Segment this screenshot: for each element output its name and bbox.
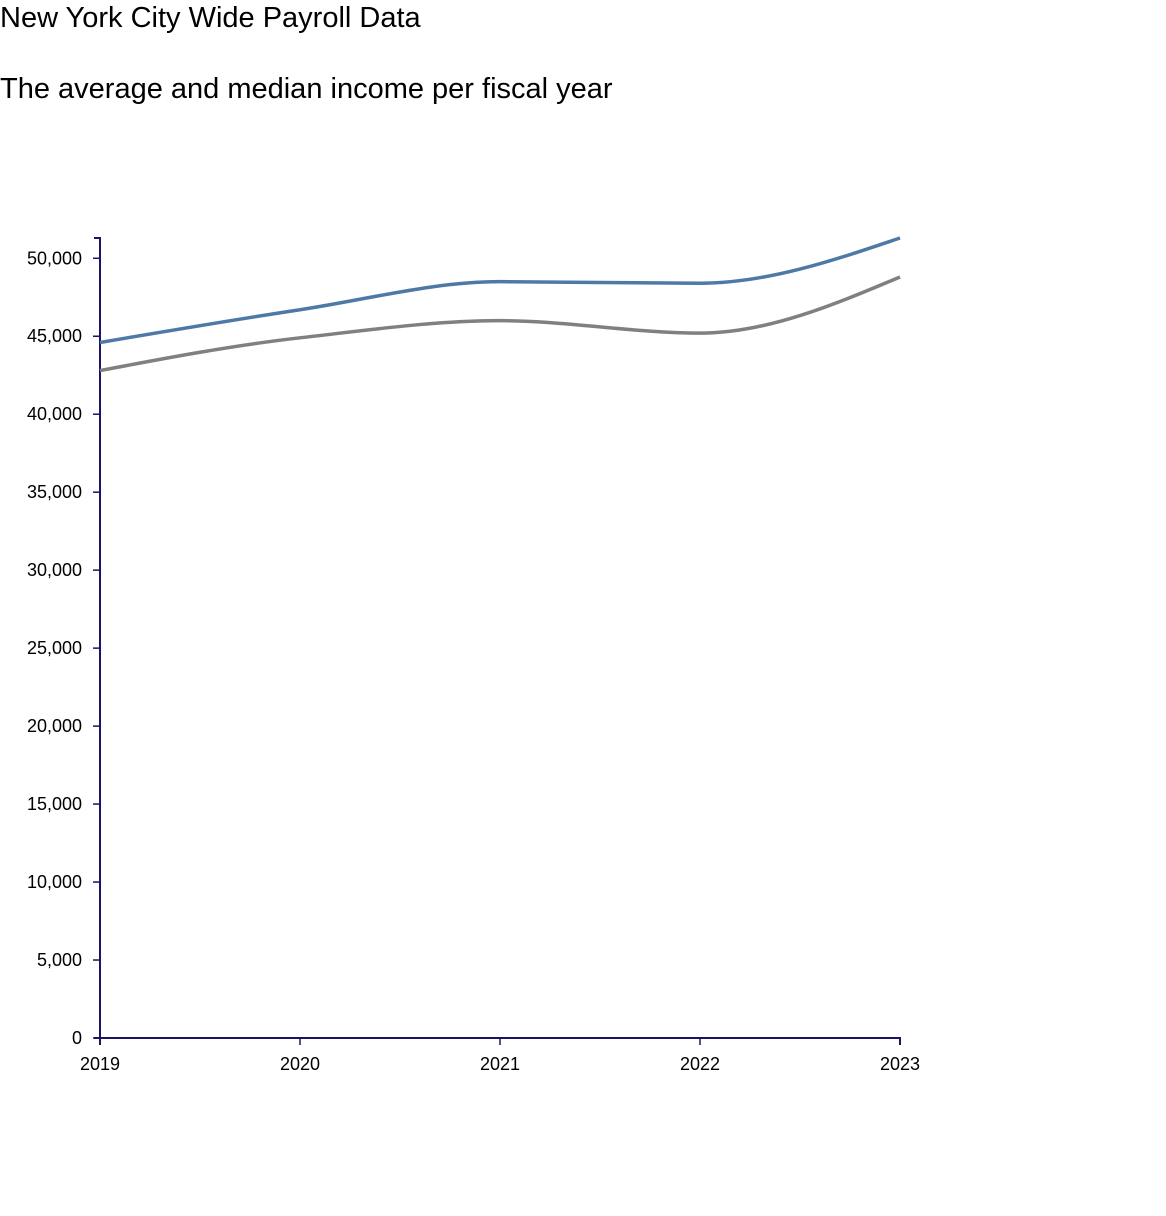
y-axis-line — [94, 237, 101, 1039]
series-line-1 — [99, 236, 901, 345]
y-tick-label: 15,000 — [27, 794, 82, 814]
y-tick-label: 0 — [72, 1028, 82, 1048]
y-tick-label: 10,000 — [27, 872, 82, 892]
series-line-2 — [99, 275, 901, 373]
y-axis: 0 5,000 10,000 15,000 20,000 25,000 30,000 35,0… — [27, 237, 101, 1048]
y-tick-label: 20,000 — [27, 716, 82, 736]
x-tick-label: 2020 — [280, 1054, 320, 1074]
x-tick-label: 2019 — [80, 1054, 120, 1074]
x-tick-label: 2021 — [480, 1054, 520, 1074]
y-tick-label: 35,000 — [27, 482, 82, 502]
x-axis: 2019 2020 2021 2022 2023 — [80, 1037, 920, 1074]
page-subtitle: The average and median income per fiscal… — [0, 73, 613, 105]
y-tick-label: 30,000 — [27, 560, 82, 580]
y-tick-label: 25,000 — [27, 638, 82, 658]
y-tick-label: 5,000 — [37, 950, 82, 970]
y-tick-label: 50,000 — [27, 248, 82, 268]
series-layer — [99, 236, 901, 373]
x-tick-label: 2022 — [680, 1054, 720, 1074]
x-tick-label: 2023 — [880, 1054, 920, 1074]
y-tick-label: 40,000 — [27, 404, 82, 424]
page-title: New York City Wide Payroll Data — [0, 2, 421, 34]
y-tick-label: 45,000 — [27, 326, 82, 346]
